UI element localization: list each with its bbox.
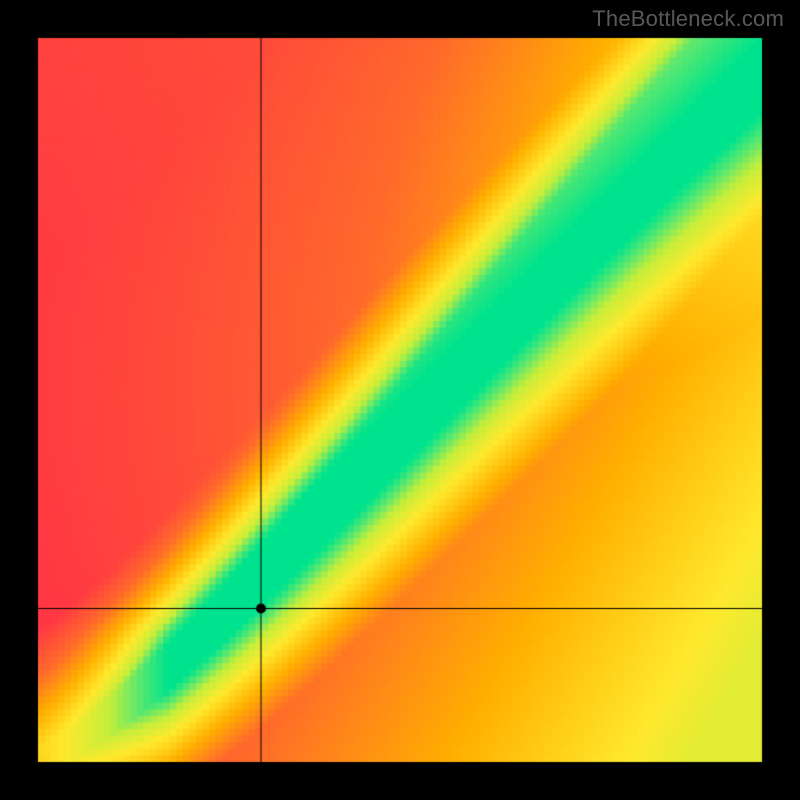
chart-container: TheBottleneck.com [0,0,800,800]
bottleneck-heatmap [0,0,800,800]
watermark-text: TheBottleneck.com [592,6,784,32]
